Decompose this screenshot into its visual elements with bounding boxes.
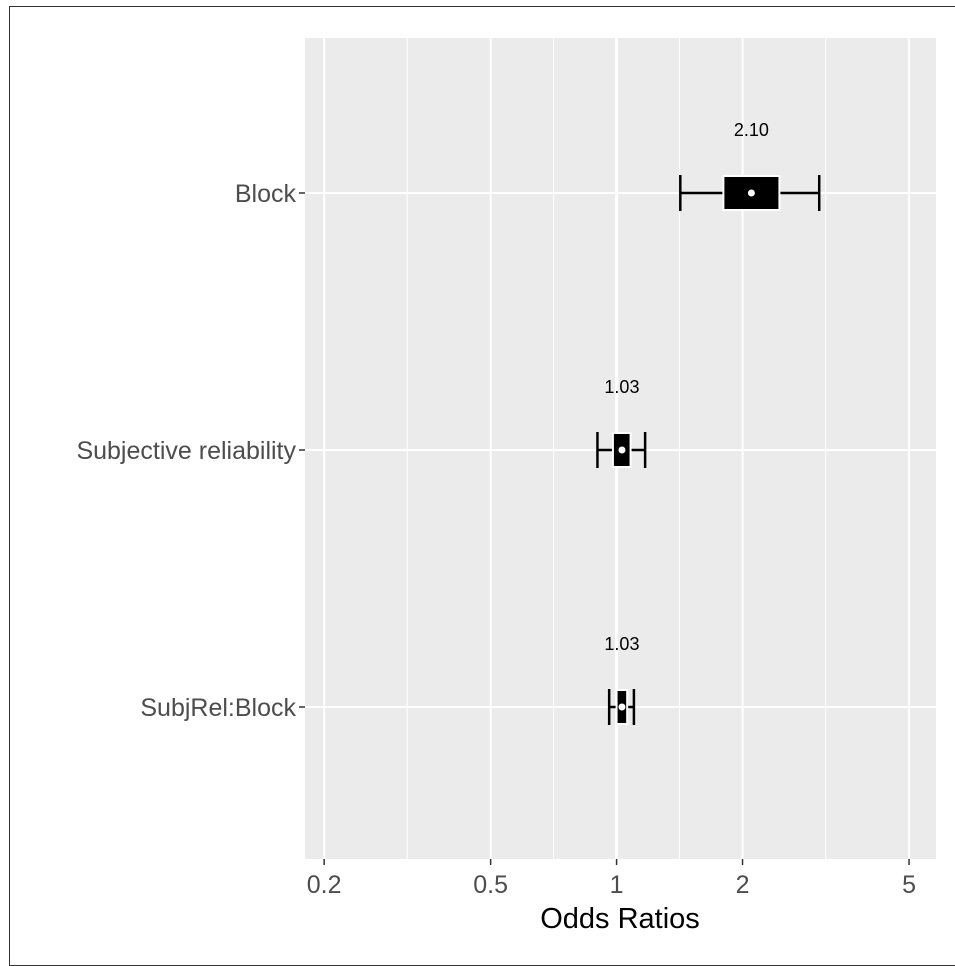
forest-marks: 2.10 1.03 1.03 xyxy=(596,120,821,725)
x-axis-title: Odds Ratios xyxy=(540,903,700,935)
forest-row-1: 1.03 xyxy=(596,377,647,468)
forest-row-2: 1.03 xyxy=(604,634,639,725)
y-axis: Block Subjective reliability SubjRel:Block xyxy=(76,180,305,722)
y-tick-label-2: SubjRel:Block xyxy=(140,694,296,722)
estimate-point xyxy=(747,189,755,197)
estimate-label: 2.10 xyxy=(734,120,769,140)
x-axis: 0.2 0.5 1 2 5 xyxy=(307,859,916,899)
minor-gridlines xyxy=(406,38,827,859)
y-tick-label-0: Block xyxy=(235,180,297,208)
forest-row-0: 2.10 xyxy=(679,120,821,211)
x-tick-label-2: 1 xyxy=(610,871,624,899)
x-tick-label-3: 2 xyxy=(736,871,750,899)
estimate-label: 1.03 xyxy=(604,634,639,654)
y-tick-label-1: Subjective reliability xyxy=(76,437,296,465)
x-tick-label-1: 0.5 xyxy=(473,871,508,899)
estimate-label: 1.03 xyxy=(604,377,639,397)
x-tick-label-0: 0.2 xyxy=(307,871,342,899)
estimate-point xyxy=(618,703,626,711)
x-tick-label-4: 5 xyxy=(902,871,916,899)
estimate-point xyxy=(618,446,626,454)
